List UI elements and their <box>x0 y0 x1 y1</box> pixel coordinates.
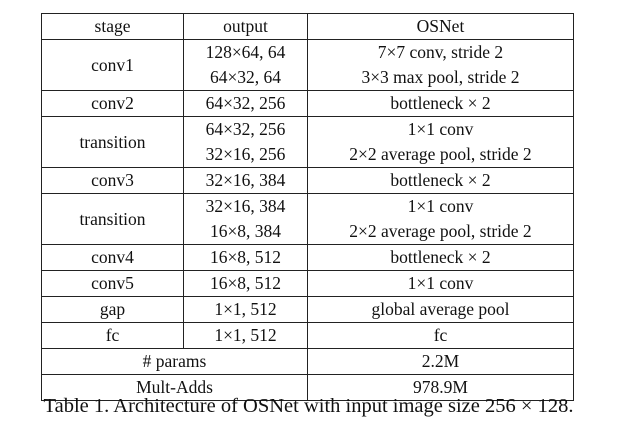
output-cell: 32×16, 384 16×8, 384 <box>183 193 308 245</box>
stage-cell: conv1 <box>41 39 184 91</box>
output-cell: 16×8, 512 <box>183 270 308 297</box>
output-cell: 1×1, 512 <box>183 296 308 323</box>
summary-row-mult-adds: Mult-Adds 978.9M <box>41 374 574 401</box>
architecture-table: stage output OSNet conv1 128×64, 64 64×3… <box>41 13 574 401</box>
header-output: output <box>183 13 308 40</box>
table-row: conv5 16×8, 512 1×1 conv <box>41 270 574 297</box>
output-cell: 1×1, 512 <box>183 322 308 349</box>
osnet-line: 1×1 conv <box>407 119 474 139</box>
osnet-line: 3×3 max pool, stride 2 <box>361 67 520 87</box>
osnet-cell: 7×7 conv, stride 2 3×3 max pool, stride … <box>307 39 574 91</box>
stage-cell: transition <box>41 116 184 168</box>
osnet-cell: 1×1 conv 2×2 average pool, stride 2 <box>307 116 574 168</box>
osnet-cell: bottleneck × 2 <box>307 167 574 194</box>
stage-cell: transition <box>41 193 184 245</box>
output-line: 16×8, 384 <box>209 221 282 241</box>
osnet-cell: fc <box>307 322 574 349</box>
osnet-line: 7×7 conv, stride 2 <box>377 42 504 62</box>
header-osnet: OSNet <box>307 13 574 40</box>
osnet-cell: 1×1 conv <box>307 270 574 297</box>
output-cell: 32×16, 384 <box>183 167 308 194</box>
stage-cell: conv2 <box>41 90 184 117</box>
output-cell: 16×8, 512 <box>183 244 308 271</box>
stage-cell: fc <box>41 322 184 349</box>
table-row: conv2 64×32, 256 bottleneck × 2 <box>41 90 574 117</box>
output-line: 128×64, 64 <box>205 42 286 62</box>
osnet-line: 2×2 average pool, stride 2 <box>349 144 532 164</box>
output-line: 64×32, 256 <box>205 119 286 139</box>
output-line: 32×16, 384 <box>205 196 286 216</box>
mult-adds-value: 978.9M <box>307 374 574 401</box>
params-value: 2.2M <box>307 348 574 375</box>
stage-cell: conv5 <box>41 270 184 297</box>
table-row: conv4 16×8, 512 bottleneck × 2 <box>41 244 574 271</box>
stage-cell: conv3 <box>41 167 184 194</box>
osnet-line: 1×1 conv <box>407 196 474 216</box>
osnet-cell: bottleneck × 2 <box>307 90 574 117</box>
osnet-cell: 1×1 conv 2×2 average pool, stride 2 <box>307 193 574 245</box>
output-cell: 64×32, 256 <box>183 90 308 117</box>
output-line: 64×32, 64 <box>209 67 282 87</box>
stage-cell: gap <box>41 296 184 323</box>
summary-row-params: # params 2.2M <box>41 348 574 375</box>
osnet-cell: bottleneck × 2 <box>307 244 574 271</box>
table-header-row: stage output OSNet <box>41 13 574 40</box>
table-row: fc 1×1, 512 fc <box>41 322 574 349</box>
table-row: gap 1×1, 512 global average pool <box>41 296 574 323</box>
osnet-cell: global average pool <box>307 296 574 323</box>
output-line: 32×16, 256 <box>205 144 286 164</box>
table-row: transition 32×16, 384 16×8, 384 1×1 conv… <box>41 193 574 245</box>
table-row: conv3 32×16, 384 bottleneck × 2 <box>41 167 574 194</box>
osnet-line: 2×2 average pool, stride 2 <box>349 221 532 241</box>
table-caption: Table 1. Architecture of OSNet with inpu… <box>43 395 574 417</box>
stage-cell: conv4 <box>41 244 184 271</box>
header-stage: stage <box>41 13 184 40</box>
mult-adds-label: Mult-Adds <box>41 374 308 401</box>
params-label: # params <box>41 348 308 375</box>
output-cell: 64×32, 256 32×16, 256 <box>183 116 308 168</box>
table-row: conv1 128×64, 64 64×32, 64 7×7 conv, str… <box>41 39 574 91</box>
output-cell: 128×64, 64 64×32, 64 <box>183 39 308 91</box>
table-row: transition 64×32, 256 32×16, 256 1×1 con… <box>41 116 574 168</box>
